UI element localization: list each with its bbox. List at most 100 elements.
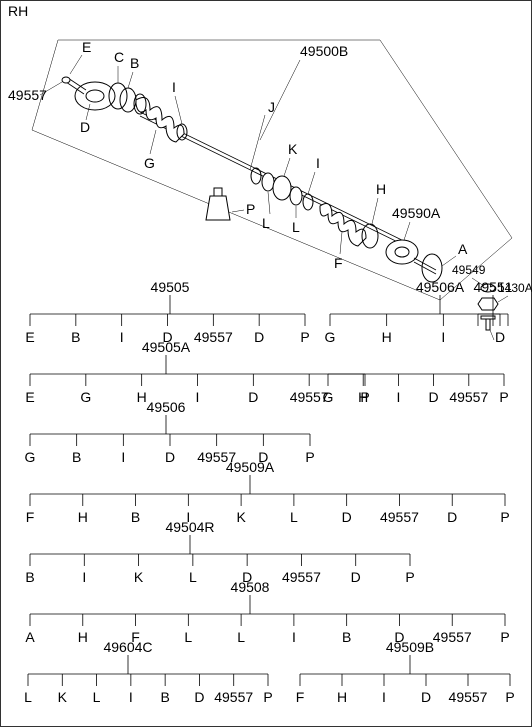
leaf-4-1: H — [358, 389, 368, 405]
group-num-7: 49504R — [165, 519, 214, 535]
leaf-1-2: I — [441, 329, 445, 345]
callout-k: K — [288, 141, 298, 157]
leaf-7-2: K — [134, 569, 144, 585]
callout-h: H — [376, 181, 386, 197]
boot-right — [320, 204, 378, 248]
leaf-8-4: L — [237, 629, 245, 645]
leaf-6-9: P — [500, 509, 509, 525]
leaf-9-6: 49557 — [214, 689, 253, 705]
leaf-7-0: B — [25, 569, 34, 585]
leaf-6-1: H — [78, 509, 88, 525]
group-num-0: 49505 — [151, 279, 190, 295]
callout-l1: L — [262, 215, 270, 231]
pn-49557: 49557 — [8, 87, 47, 103]
callout-b: B — [130, 55, 139, 71]
group-num-2: 49551 — [474, 279, 513, 295]
leaf-7-6: D — [351, 569, 361, 585]
leaf-3-2: H — [137, 389, 147, 405]
leaf-5-2: I — [121, 449, 125, 465]
leaf-8-5: I — [292, 629, 296, 645]
leaf-6-8: D — [447, 509, 457, 525]
leaf-10-3: D — [421, 689, 431, 705]
leaf-4-3: D — [429, 389, 439, 405]
leaf-9-0: L — [24, 689, 32, 705]
callout-d: D — [80, 119, 90, 135]
callout-l2: L — [292, 219, 300, 235]
pn-49590a: 49590A — [392, 205, 441, 221]
leaf-3-3: I — [196, 389, 200, 405]
leaf-7-7: P — [405, 569, 414, 585]
callout-g: G — [144, 155, 155, 171]
leaf-9-7: P — [263, 689, 272, 705]
leaf-3-0: E — [25, 389, 34, 405]
leaf-3-1: G — [80, 389, 91, 405]
leaf-4-4: 49557 — [449, 389, 488, 405]
leaf-6-2: B — [131, 509, 140, 525]
leaf-0-2: I — [120, 329, 124, 345]
leaf-4-0: G — [323, 389, 334, 405]
leaf-6-0: F — [26, 509, 35, 525]
callout-i1: I — [172, 79, 176, 95]
leaf-10-1: H — [337, 689, 347, 705]
damper — [251, 168, 313, 210]
group-num-3: 49505A — [142, 339, 191, 355]
callout-i2: I — [316, 155, 320, 171]
outer-cv-joint — [62, 77, 115, 110]
leaf-8-9: P — [500, 629, 509, 645]
leaf-10-5: P — [505, 689, 514, 705]
leaf-6-6: D — [342, 509, 352, 525]
leaf-8-8: 49557 — [433, 629, 472, 645]
leaf-7-3: L — [189, 569, 197, 585]
leaf-4-5: P — [499, 389, 508, 405]
leaf-0-6: P — [300, 329, 309, 345]
pn-49549: 49549 — [452, 263, 486, 277]
inner-joint — [386, 240, 442, 282]
group-num-1: 49506A — [416, 279, 465, 295]
leaf-9-5: D — [194, 689, 204, 705]
leaf-1-1: H — [382, 329, 392, 345]
leaf-9-2: L — [93, 689, 101, 705]
boot-left — [134, 94, 187, 142]
leaf-5-1: B — [72, 449, 81, 465]
ring-b — [120, 88, 136, 112]
group-num-10: 49509B — [386, 639, 434, 655]
leaf-1-3: D — [495, 329, 505, 345]
callout-f: F — [334, 255, 343, 271]
callout-p: P — [246, 201, 255, 217]
assembly-outline — [32, 40, 512, 300]
leaf-0-5: D — [254, 329, 264, 345]
leaf-4-2: I — [396, 389, 400, 405]
leaf-9-3: I — [129, 689, 133, 705]
leaf-6-7: 49557 — [380, 509, 419, 525]
pn-49500b: 49500B — [300, 43, 348, 59]
group-num-8: 49508 — [231, 579, 270, 595]
leaf-7-1: I — [82, 569, 86, 585]
callout-c: C — [114, 49, 124, 65]
leaf-10-4: 49557 — [449, 689, 488, 705]
leaf-8-3: L — [184, 629, 192, 645]
leaf-0-0: E — [25, 329, 34, 345]
leaf-10-0: F — [296, 689, 305, 705]
grease-tube — [206, 188, 230, 220]
leaf-8-0: A — [25, 629, 35, 645]
leaf-7-5: 49557 — [282, 569, 321, 585]
group-num-9: 49604C — [103, 639, 152, 655]
leaf-1-0: G — [325, 329, 336, 345]
callout-a: A — [458, 241, 468, 257]
leaf-0-4: 49557 — [194, 329, 233, 345]
leaf-9-1: K — [58, 689, 68, 705]
corner-rh: RH — [8, 3, 28, 19]
leaf-6-4: K — [236, 509, 246, 525]
leaf-5-3: D — [165, 449, 175, 465]
leaf-3-4: D — [248, 389, 258, 405]
group-num-6: 49509A — [226, 459, 275, 475]
leaf-10-2: I — [382, 689, 386, 705]
leaf-5-6: P — [305, 449, 314, 465]
leaf-0-1: B — [71, 329, 80, 345]
group-num-5: 49506 — [147, 399, 186, 415]
leaf-5-0: G — [25, 449, 36, 465]
leaf-8-1: H — [78, 629, 88, 645]
leaf-6-5: L — [290, 509, 298, 525]
callout-e: E — [82, 39, 91, 55]
leaf-8-6: B — [342, 629, 351, 645]
